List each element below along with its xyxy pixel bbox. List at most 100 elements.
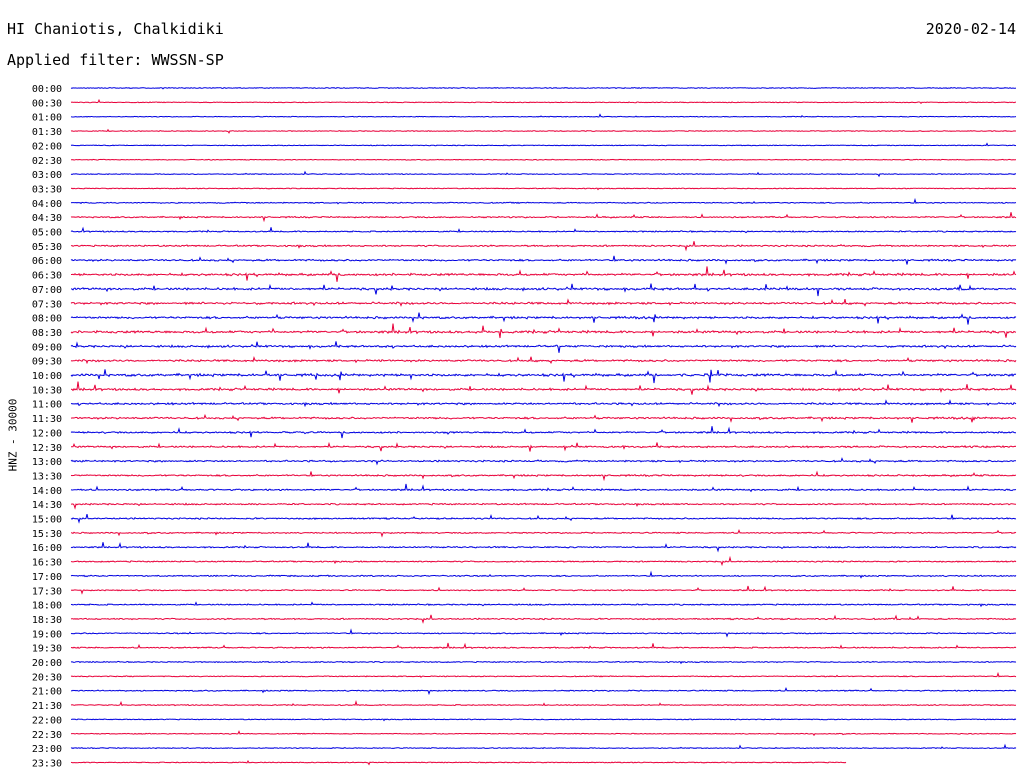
- row-label: 05:30: [32, 242, 62, 253]
- trace-line: [70, 355, 1017, 365]
- row-label: 00:00: [32, 84, 62, 95]
- trace-line: [70, 555, 1017, 567]
- trace-line: [70, 542, 1017, 553]
- trace-line: [70, 671, 1017, 678]
- row-label: 00:30: [32, 98, 62, 109]
- trace-line: [70, 513, 1017, 524]
- trace-line: [70, 399, 1017, 408]
- trace-line: [70, 570, 1017, 579]
- row-label: 13:00: [32, 457, 62, 468]
- row-label: 15:30: [32, 529, 62, 540]
- row-label: 14:30: [32, 500, 62, 511]
- row-label: 19:00: [32, 629, 62, 640]
- row-label: 17:30: [32, 586, 62, 597]
- row-label: 03:30: [32, 184, 62, 195]
- trace-line: [70, 381, 1017, 395]
- trace-line: [70, 170, 1017, 178]
- row-label: 05:00: [32, 228, 62, 239]
- row-label: 11:00: [32, 400, 62, 411]
- trace-line: [70, 142, 1017, 147]
- row-label: 10:00: [32, 371, 62, 382]
- row-label: 06:30: [32, 271, 62, 282]
- trace-line: [70, 128, 1016, 134]
- row-label: 12:30: [32, 443, 62, 454]
- trace-line: [70, 226, 1017, 234]
- row-label: 17:00: [32, 572, 62, 583]
- row-label: 18:00: [32, 601, 62, 612]
- trace-line: [70, 483, 1017, 493]
- row-label: 21:00: [32, 687, 62, 698]
- row-label: 11:30: [32, 414, 62, 425]
- trace-line: [70, 312, 1017, 325]
- trace-line: [70, 341, 1017, 353]
- trace-line: [70, 718, 1017, 722]
- row-label: 23:00: [32, 744, 62, 755]
- trace-line: [70, 197, 1017, 205]
- trace-line: [70, 686, 1017, 696]
- row-label: 08:30: [32, 328, 62, 339]
- date-label: 2020-02-14: [925, 20, 1016, 38]
- row-label: 16:30: [32, 558, 62, 569]
- row-label: 02:00: [32, 141, 62, 152]
- trace-line: [71, 266, 1017, 282]
- trace-line: [70, 628, 1016, 638]
- row-label: 07:00: [32, 285, 62, 296]
- trace-line: [70, 642, 1017, 650]
- trace-line: [70, 413, 1017, 423]
- row-label: 21:30: [32, 701, 62, 712]
- trace-line: [70, 759, 847, 766]
- row-label: 06:00: [32, 256, 62, 267]
- row-label: 09:30: [32, 357, 62, 368]
- row-label: 01:30: [32, 127, 62, 138]
- trace-line: [70, 283, 1017, 297]
- trace-line: [70, 98, 1017, 105]
- row-label: 12:00: [32, 428, 62, 439]
- trace-line: [70, 730, 1017, 737]
- row-label: 18:30: [32, 615, 62, 626]
- row-label: 22:00: [32, 715, 62, 726]
- trace-line: [70, 158, 1016, 161]
- trace-line: [70, 585, 1017, 595]
- row-label: 08:00: [32, 314, 62, 325]
- trace-line: [70, 529, 1017, 538]
- filter-label: Applied filter: WWSSN-SP: [7, 51, 224, 69]
- trace-line: [70, 700, 1017, 707]
- trace-line: [70, 298, 1017, 307]
- trace-line: [70, 187, 1017, 191]
- row-label: 20:00: [32, 658, 62, 669]
- row-label: 13:30: [32, 471, 62, 482]
- trace-line: [70, 241, 1017, 252]
- row-label: 16:00: [32, 543, 62, 554]
- trace-line: [70, 369, 1017, 384]
- row-label: 02:30: [32, 156, 62, 167]
- row-label: 04:30: [32, 213, 62, 224]
- trace-line: [70, 212, 1017, 223]
- row-label: 07:30: [32, 299, 62, 310]
- station-title: HI Chaniotis, Chalkidiki: [7, 20, 224, 38]
- row-label: 15:00: [32, 515, 62, 526]
- row-label: 09:00: [32, 342, 62, 353]
- row-label: 20:30: [32, 672, 62, 683]
- row-label: 22:30: [32, 730, 62, 741]
- trace-line: [71, 502, 1016, 510]
- trace-line: [70, 614, 1017, 624]
- row-label: 23:30: [32, 758, 62, 769]
- trace-line: [70, 323, 1017, 339]
- trace-line: [70, 426, 1016, 439]
- row-label: 01:00: [32, 113, 62, 124]
- trace-line: [70, 86, 1017, 90]
- trace-line: [70, 470, 1017, 482]
- row-label: 14:00: [32, 486, 62, 497]
- trace-line: [70, 601, 1016, 608]
- trace-line: [70, 255, 1017, 265]
- row-label: 04:00: [32, 199, 62, 210]
- trace-line: [71, 441, 1017, 452]
- trace-line: [70, 660, 1017, 665]
- row-label: 03:00: [32, 170, 62, 181]
- trace-line: [70, 457, 1016, 466]
- trace-line: [70, 113, 1017, 118]
- row-label: 10:30: [32, 385, 62, 396]
- trace-line: [70, 743, 1017, 750]
- row-label: 19:30: [32, 644, 62, 655]
